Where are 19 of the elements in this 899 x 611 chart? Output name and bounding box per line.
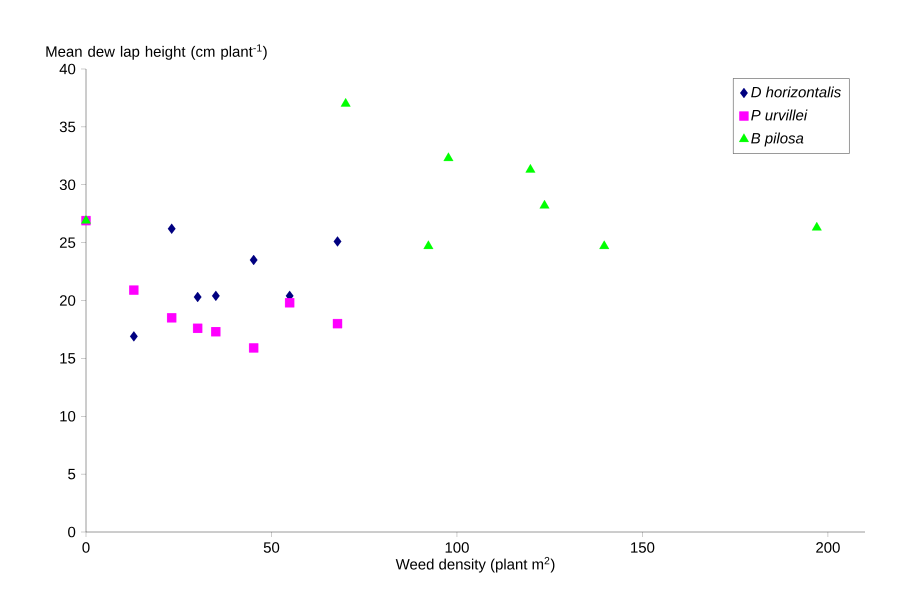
x-tick-label: 100 (446, 542, 469, 553)
x-tick-label: 0 (82, 542, 90, 553)
legend-label: P urvillei (751, 110, 808, 120)
y-tick-label: 5 (68, 468, 76, 480)
y-axis-title: Mean dew lap height (cm plant$^{-1}$) (46, 44, 267, 60)
legend-label: B pilosa (751, 132, 804, 146)
y-tick-label: 35 (60, 122, 76, 132)
y-tick-label: 40 (60, 64, 76, 74)
x-tick-label: 150 (631, 542, 654, 553)
legend-label: D horizontalis (751, 86, 841, 98)
y-tick-label: 20 (60, 295, 76, 306)
y-tick-label: 30 (60, 179, 76, 190)
y-tick-label: 15 (60, 353, 76, 364)
x-tick-label: 50 (264, 542, 280, 553)
y-tick-label: 0 (68, 526, 76, 538)
x-axis-title: Weed density (plant m$^{2}$) (396, 556, 554, 573)
y-tick-label: 10 (60, 410, 76, 422)
x-tick-label: 200 (816, 542, 840, 553)
y-tick-label: 25 (60, 237, 76, 248)
